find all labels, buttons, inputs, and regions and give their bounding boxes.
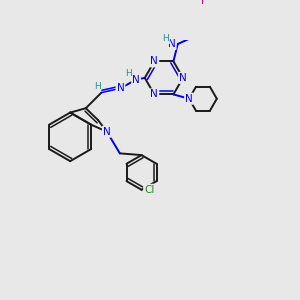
- Text: N: N: [151, 56, 158, 66]
- Text: Cl: Cl: [144, 185, 154, 195]
- Text: N: N: [132, 75, 140, 85]
- Text: N: N: [185, 94, 193, 104]
- Text: H: H: [125, 69, 132, 78]
- Text: F: F: [201, 0, 207, 6]
- Text: H: H: [94, 82, 100, 91]
- Text: N: N: [117, 83, 124, 93]
- Text: N: N: [179, 73, 187, 83]
- Text: N: N: [103, 127, 111, 137]
- Text: N: N: [168, 39, 176, 49]
- Text: H: H: [162, 34, 169, 43]
- Text: N: N: [151, 89, 158, 99]
